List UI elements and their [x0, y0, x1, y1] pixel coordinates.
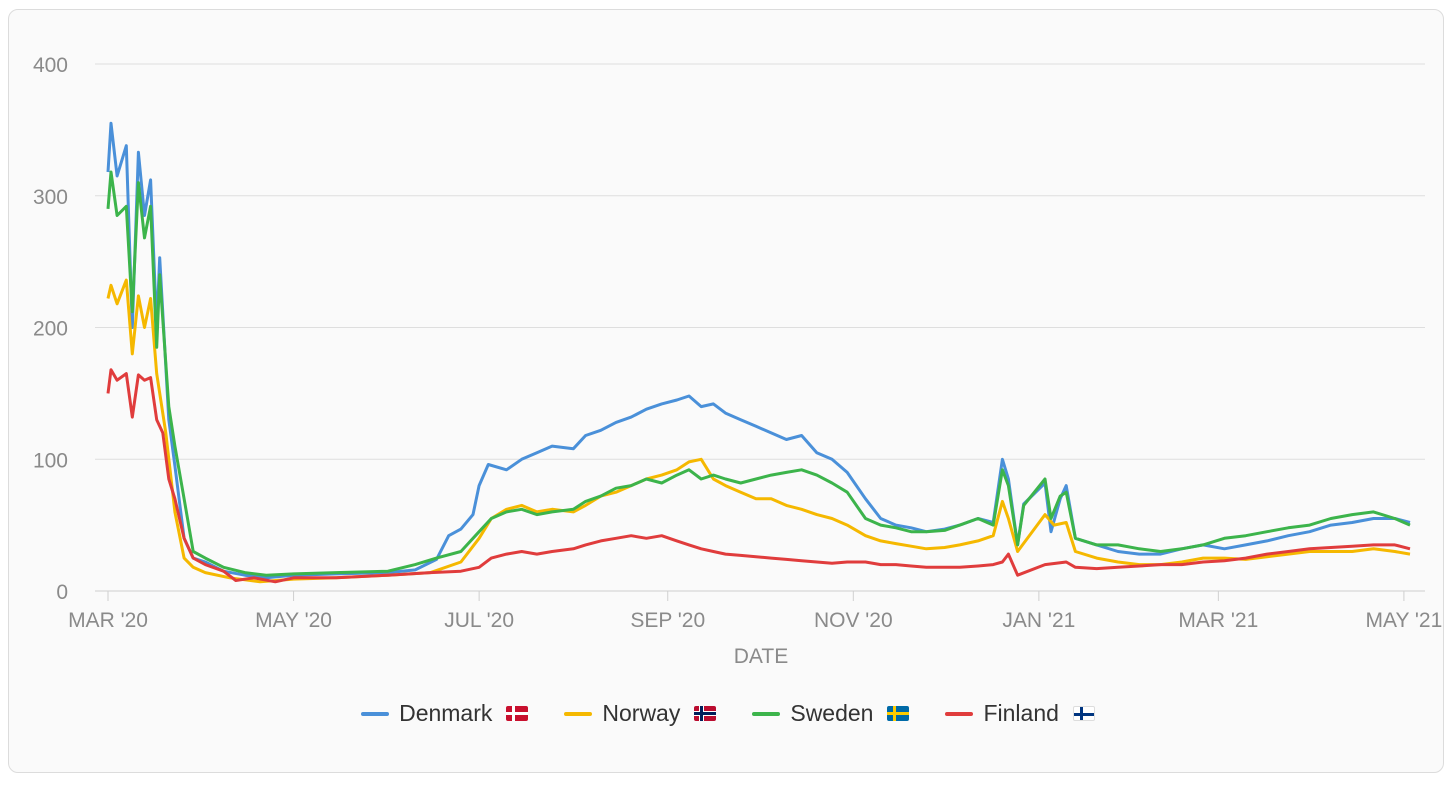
legend-label: Norway	[602, 700, 681, 726]
y-tick-label: 400	[33, 54, 68, 77]
x-tick-label: MAR '21	[1178, 609, 1258, 632]
legend-item-denmark[interactable]: Denmark	[361, 700, 529, 727]
legend-swatch	[752, 711, 781, 716]
y-axis-ticks: 0 100 200 300 400	[33, 54, 68, 604]
legend-item-finland[interactable]: Finland	[945, 700, 1095, 727]
legend-swatch	[361, 711, 390, 716]
x-tick-label: JUL '20	[444, 609, 514, 632]
legend-swatch	[564, 711, 593, 716]
y-tick-label: 0	[56, 581, 68, 604]
legend: Denmark Norway Sweden Finland	[0, 700, 1456, 727]
norway-flag-icon	[694, 706, 717, 721]
x-tick-label: SEP '20	[630, 609, 705, 632]
series-line-denmark[interactable]	[106, 121, 1411, 580]
legend-item-norway[interactable]: Norway	[564, 700, 717, 727]
series-line-finland[interactable]	[106, 368, 1411, 584]
x-tick-label: NOV '20	[814, 609, 893, 632]
y-tick-label: 300	[33, 186, 68, 209]
x-axis-ticks: MAR '20 MAY '20 JUL '20 SEP '20 NOV '20 JAN '…	[68, 591, 1442, 632]
sweden-flag-icon	[887, 706, 910, 721]
x-tick-label: MAR '20	[68, 609, 148, 632]
denmark-flag-icon	[506, 706, 529, 721]
finland-flag-icon	[1072, 706, 1095, 721]
x-tick-label: MAY '20	[255, 609, 332, 632]
chart-card	[8, 9, 1444, 773]
y-tick-label: 100	[33, 449, 68, 472]
x-axis-title: DATE	[734, 645, 788, 668]
series-lines	[106, 121, 1411, 584]
series-line-sweden[interactable]	[106, 170, 1411, 577]
grid-lines	[95, 63, 1425, 592]
series-line-norway[interactable]	[106, 278, 1411, 584]
x-tick-label: JAN '21	[1002, 609, 1075, 632]
x-tick-label: MAY '21	[1366, 609, 1443, 632]
legend-swatch	[945, 711, 974, 716]
y-tick-label: 200	[33, 318, 68, 341]
legend-label: Finland	[983, 700, 1059, 726]
legend-label: Denmark	[399, 700, 493, 726]
legend-label: Sweden	[790, 700, 874, 726]
legend-item-sweden[interactable]: Sweden	[752, 700, 910, 727]
